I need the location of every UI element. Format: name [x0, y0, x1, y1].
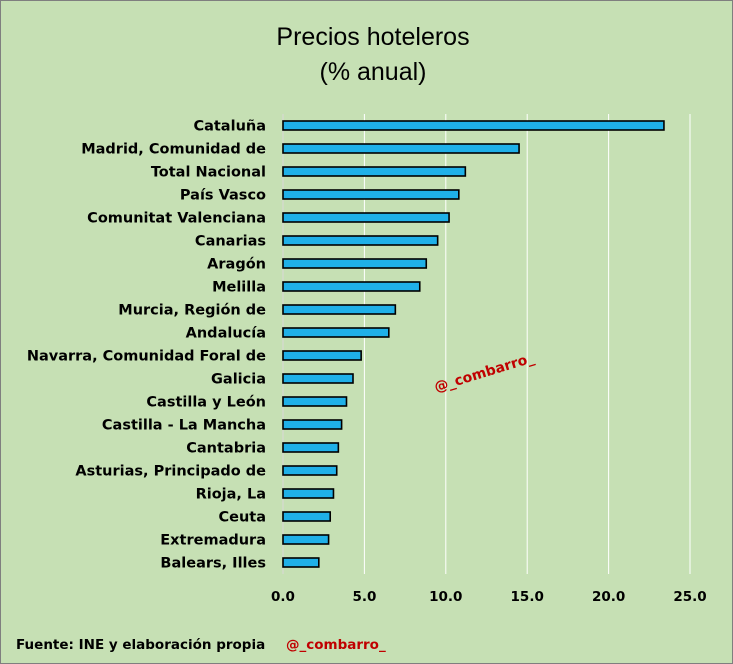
bar: [282, 465, 338, 476]
x-tick-label: 25.0: [673, 589, 706, 605]
bar: [282, 304, 397, 315]
category-label: Comunitat Valenciana: [87, 211, 266, 227]
bar: [282, 327, 390, 338]
bar: [282, 235, 439, 246]
category-label: País Vasco: [180, 188, 266, 204]
bar: [282, 419, 343, 430]
footer-source: Fuente: INE y elaboración propia: [16, 637, 265, 653]
footer-handle: @_combarro_: [286, 637, 386, 653]
bar: [282, 212, 450, 223]
x-tick-label: 0.0: [271, 589, 295, 605]
chart-subtitle: (% anual): [320, 58, 427, 86]
category-label: Asturias, Principado de: [75, 464, 266, 480]
x-tick-label: 5.0: [352, 589, 376, 605]
bar: [282, 557, 320, 568]
bar: [282, 511, 332, 522]
bar: [282, 442, 340, 453]
bars: [282, 120, 665, 568]
x-tick-label: 15.0: [511, 589, 544, 605]
bar: [282, 189, 460, 200]
category-label: Total Nacional: [151, 165, 266, 181]
category-label: Navarra, Comunidad Foral de: [27, 349, 266, 365]
category-label: Balears, Illes: [160, 556, 266, 572]
category-label: Madrid, Comunidad de: [81, 142, 266, 158]
category-label: Cantabria: [186, 441, 266, 457]
bar: [282, 120, 665, 131]
bar: [282, 258, 428, 269]
bar: [282, 143, 520, 154]
watermark: @_combarro_: [432, 350, 536, 396]
category-label: Extremadura: [160, 533, 266, 549]
category-label: Rioja, La: [196, 487, 266, 503]
bar: [282, 281, 421, 292]
category-label: Andalucía: [186, 326, 266, 342]
bar: [282, 350, 362, 361]
category-labels: Cataluña Madrid, Comunidad de Total Nacion…: [27, 119, 266, 572]
category-label: Melilla: [212, 280, 266, 296]
category-label: Aragón: [207, 257, 266, 273]
category-label: Castilla y León: [146, 395, 266, 411]
chart-title: Precios hoteleros: [276, 23, 469, 51]
category-label: Murcia, Región de: [118, 303, 266, 319]
category-label: Ceuta: [218, 510, 266, 526]
bar: [282, 166, 467, 177]
category-label: Cataluña: [193, 119, 266, 135]
bar: [282, 534, 330, 545]
bar: [282, 396, 348, 407]
x-tick-label: 20.0: [592, 589, 625, 605]
x-tick-label: 10.0: [429, 589, 462, 605]
category-label: Galicia: [211, 372, 266, 388]
bar: [282, 488, 335, 499]
category-label: Castilla - La Mancha: [102, 418, 266, 434]
bar: [282, 373, 354, 384]
x-tick-labels: 0.0 5.0 10.0 15.0 20.0 25.0: [271, 589, 707, 605]
category-label: Canarias: [195, 234, 266, 250]
gridlines: [282, 114, 691, 574]
